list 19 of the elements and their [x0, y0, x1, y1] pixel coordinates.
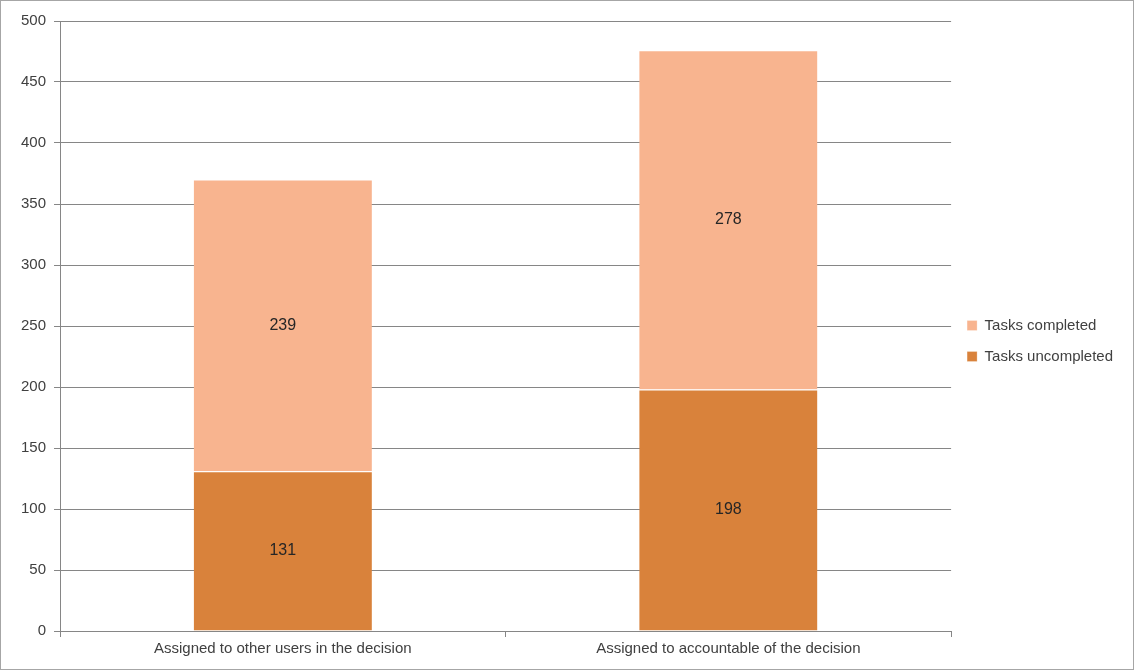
- y-tick-label: 350: [21, 194, 47, 212]
- y-tick-label: 450: [21, 72, 47, 90]
- y-tick-label: 150: [21, 438, 47, 456]
- x-tick-label: Assigned to accountable of the decision: [596, 639, 861, 657]
- data-label: 278: [714, 210, 742, 228]
- x-tick-label: Assigned to other users in the decision: [153, 639, 412, 657]
- y-tick-label: 500: [21, 11, 47, 29]
- legend-label: Tasks completed: [984, 315, 1097, 333]
- data-label: 239: [269, 315, 297, 333]
- y-tick-label: 300: [21, 255, 47, 273]
- y-tick-label: 100: [21, 499, 47, 517]
- y-tick-label: 0: [37, 621, 47, 639]
- data-label: 131: [269, 541, 297, 559]
- y-tick-label: 200: [21, 377, 47, 395]
- legend-label: Tasks uncompleted: [984, 346, 1114, 364]
- y-tick-label: 400: [21, 133, 47, 151]
- y-tick-label: 50: [29, 560, 47, 578]
- y-tick-label: 250: [21, 316, 47, 334]
- data-label: 198: [714, 500, 742, 518]
